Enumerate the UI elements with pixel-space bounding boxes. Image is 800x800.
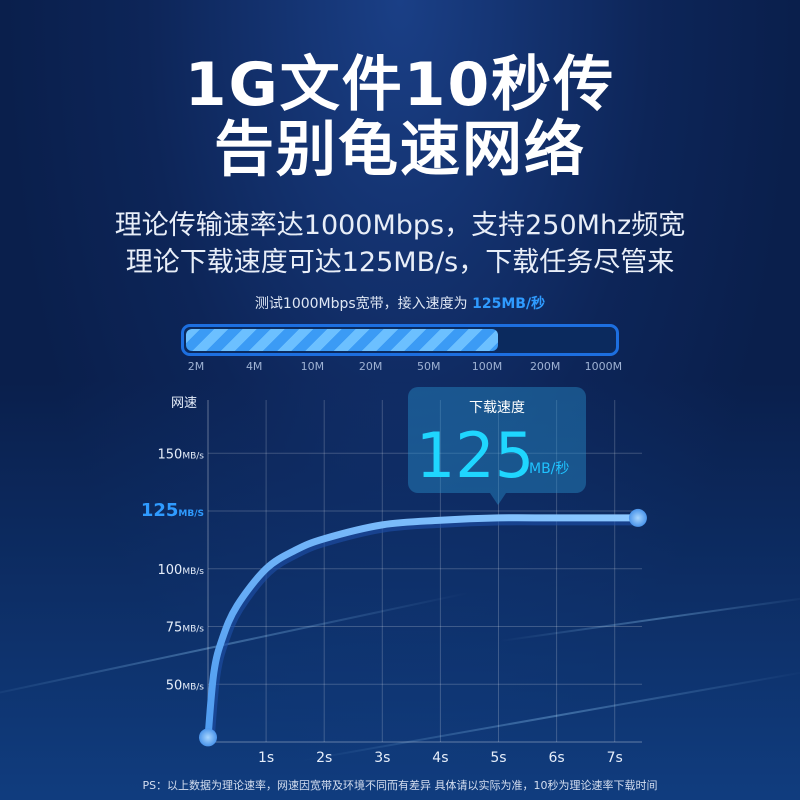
headline-line1: 1G文件10秒传 bbox=[184, 50, 616, 120]
y-tick-label: 50MB/s bbox=[166, 678, 205, 693]
speed-curve bbox=[204, 514, 642, 741]
y-tick-label: 100MB/s bbox=[158, 563, 205, 578]
speed-progress-bar bbox=[181, 324, 619, 356]
background-glow bbox=[0, 380, 800, 800]
x-tick-label: 7s bbox=[607, 750, 623, 766]
x-tick-label: 6s bbox=[548, 750, 564, 766]
progress-tick-label: 4M bbox=[245, 360, 263, 373]
x-tick-label: 2s bbox=[316, 750, 332, 766]
progress-tick-label: 10M bbox=[300, 360, 325, 373]
data-point bbox=[628, 508, 647, 527]
callout-box bbox=[408, 387, 586, 493]
subtitle-line1: 理论传输速率达1000Mbps，支持250Mhz频宽 bbox=[114, 210, 686, 241]
data-point bbox=[199, 728, 217, 747]
y-tick-label: 75MB/s bbox=[166, 621, 205, 636]
callout-pointer bbox=[490, 493, 506, 505]
curve-shadow bbox=[205, 516, 640, 741]
subtitle-line2: 理论下载速度可达125MB/s，下载任务尽管来 bbox=[125, 247, 675, 278]
progress-tick-label: 1000M bbox=[584, 360, 623, 373]
progress-tick-label: 200M bbox=[529, 360, 561, 373]
y-tick-label: 125MB/S bbox=[141, 500, 204, 521]
callout-unit: MB/秒 bbox=[529, 461, 569, 477]
progress-tick-label: 20M bbox=[358, 360, 383, 373]
x-tick-label: 3s bbox=[374, 750, 390, 766]
speed-test-text: 测试1000Mbps宽带，接入速度为 bbox=[254, 296, 468, 312]
headline-line2: 告别龟速网络 bbox=[214, 115, 586, 185]
progress-tick-label: 50M bbox=[417, 360, 441, 373]
callout-title: 下载速度 bbox=[469, 400, 525, 416]
y-axis-label: 网速 bbox=[171, 396, 197, 411]
footnote: PS：以上数据为理论速率，网速因宽带及环境不同而有差异 具体请以实际为准，10秒… bbox=[142, 779, 658, 792]
progress-tick-label: 100M bbox=[471, 360, 503, 373]
x-tick-label: 4s bbox=[432, 750, 448, 766]
x-tick-label: 5s bbox=[490, 750, 506, 766]
progress-tick-label: 2M bbox=[187, 360, 205, 373]
callout-value: 125 bbox=[416, 419, 534, 492]
speed-test-label: 测试1000Mbps宽带，接入速度为 125MB/秒 bbox=[0, 293, 800, 313]
speed-progress-fill bbox=[186, 329, 499, 351]
x-tick-label: 1s bbox=[258, 750, 274, 766]
y-tick-label: 150MB/s bbox=[158, 447, 205, 462]
speed-test-value: 125MB/秒 bbox=[472, 296, 546, 312]
